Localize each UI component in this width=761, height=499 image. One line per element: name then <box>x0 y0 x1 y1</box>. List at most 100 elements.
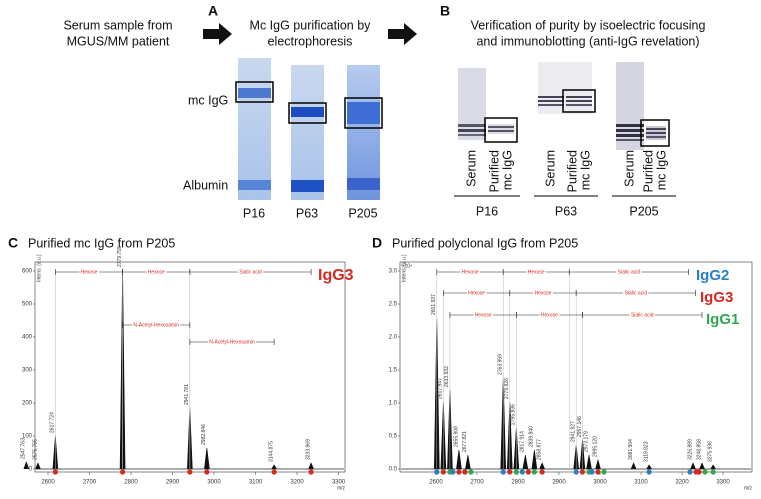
blot <box>458 62 670 150</box>
subclass-label: IgG2 <box>696 267 729 284</box>
x-tick-label: 3000 <box>207 480 221 486</box>
x-tick-label: 3300 <box>716 480 730 486</box>
peak-label: 2763.959 <box>498 354 504 375</box>
y-tick-label: 3.0 <box>389 269 398 275</box>
peak-label: 2779.926 <box>504 378 510 399</box>
y-tick-label: 0.0 <box>389 467 398 473</box>
bracket-label: Sialic acid <box>631 312 654 318</box>
peak <box>710 464 716 470</box>
peak-label: 2982.846 <box>201 424 207 445</box>
peak-marker <box>52 469 58 475</box>
peak-label: 2973.179 <box>583 431 589 452</box>
lane-label: P16 <box>243 206 265 220</box>
x-tick-label: 3000 <box>593 480 607 486</box>
x-unit: m/z <box>337 485 346 491</box>
lane-label: Serum <box>622 150 636 187</box>
peak-label: 2677.821 <box>462 431 468 452</box>
peak-label: 3144.875 <box>268 441 274 462</box>
peak <box>23 461 30 470</box>
peak-marker <box>646 469 652 475</box>
peak-label: 2795.936 <box>511 404 517 425</box>
peak-marker <box>204 469 210 475</box>
bracket-label: Hexose <box>528 269 545 275</box>
step-text: Verification of purity by isoelectric fo… <box>471 18 706 32</box>
x-tick-label: 2900 <box>552 480 566 486</box>
band-label: Albumin <box>183 178 228 192</box>
y-axis-label: Intens. [a.u.] <box>401 254 407 282</box>
peak-marker <box>271 469 277 475</box>
peak-marker <box>187 469 193 475</box>
y-axis-label: Intens. [a.u.] <box>36 254 42 282</box>
peak <box>308 462 314 470</box>
peak-marker <box>595 469 601 475</box>
x-tick-label: 2700 <box>83 480 97 486</box>
peak-label: 3226.889 <box>687 439 693 460</box>
lane-label: mc IgG <box>500 150 514 190</box>
sample-label: P63 <box>555 204 577 218</box>
peak-marker <box>696 469 702 475</box>
peak <box>522 454 529 470</box>
bracket-label: Hexose <box>81 269 98 275</box>
panel-label: B <box>440 3 450 19</box>
peak-label: 2655.908 <box>453 426 459 447</box>
lane-label: Serum <box>543 150 557 187</box>
bracket-label: Sialic acid <box>239 269 262 275</box>
peak-marker <box>507 469 513 475</box>
peak-label: 2779.755 <box>117 246 123 267</box>
bracket-label: Sialic acid <box>618 269 641 275</box>
panel-label: C <box>8 235 18 251</box>
peak-label: 2617.947 <box>438 378 444 399</box>
bracket-label: Hexose <box>475 312 492 318</box>
arrow <box>203 23 232 45</box>
lane-label: Purified <box>487 150 501 192</box>
lane-label: mc IgG <box>654 150 668 190</box>
peak-marker <box>579 469 586 475</box>
peak-label: 2633.932 <box>444 366 450 387</box>
x-tick-label: 2800 <box>124 480 138 486</box>
subclass-label: IgG3 <box>318 267 354 284</box>
peak-label: 2995.120 <box>592 436 598 457</box>
y-tick-label: 2.5 <box>389 302 398 308</box>
x-tick-label: 3100 <box>249 480 263 486</box>
peak-marker <box>462 469 468 475</box>
y-tick-label: 1.0 <box>389 401 398 407</box>
gel <box>235 58 383 200</box>
x-unit: m/z <box>744 485 753 491</box>
y-tick-label: 100 <box>22 434 33 440</box>
y-tick-label: 600 <box>22 269 33 275</box>
panel-label: A <box>208 3 218 19</box>
lane-label: mc IgG <box>578 150 592 190</box>
y-tick-label: 1.5 <box>389 368 398 374</box>
y-tick-label: 200 <box>22 401 33 407</box>
peak-label: 2817.914 <box>520 431 526 452</box>
peak-label: 3233.969 <box>305 439 311 460</box>
x-tick-label: 2600 <box>41 480 55 486</box>
peak <box>531 449 538 470</box>
peak-label: 3081.904 <box>628 439 634 460</box>
peak-marker <box>456 469 462 475</box>
peak-marker <box>601 469 607 475</box>
peak-label: 3248.858 <box>696 439 702 460</box>
y-exponent: x10⁴ <box>402 263 412 269</box>
bracket-label: Hexose <box>541 312 558 318</box>
step-text: electrophoresis <box>268 34 353 48</box>
peak <box>646 464 652 470</box>
x-tick-label: 3200 <box>290 480 304 486</box>
subclass-label: IgG1 <box>706 311 739 328</box>
bracket-label: Hexose <box>535 290 552 296</box>
peak <box>456 449 462 470</box>
bracket-label: N-Acetyl-Hexosamin <box>209 339 255 345</box>
bracket-label: Hexose <box>462 269 479 275</box>
peak-marker <box>710 469 716 475</box>
band-label: mc IgG <box>188 93 228 107</box>
step-text: and immunoblotting (anti-IgG revelation) <box>476 34 699 48</box>
peak <box>271 464 277 470</box>
x-tick-label: 2700 <box>470 480 484 486</box>
subclass-label: IgG3 <box>700 289 733 306</box>
step-text: MGUS/MM patient <box>67 34 170 48</box>
x-tick-label: 3200 <box>675 480 689 486</box>
peak-marker <box>513 469 519 475</box>
peak-marker <box>500 469 506 475</box>
peak <box>699 462 705 470</box>
